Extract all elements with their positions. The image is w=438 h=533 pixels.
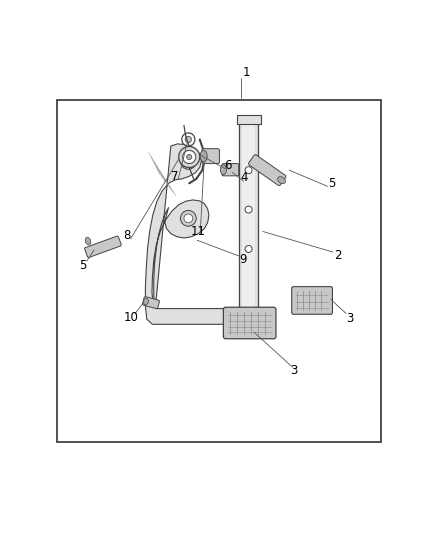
Circle shape bbox=[182, 133, 195, 146]
Text: 3: 3 bbox=[346, 312, 353, 325]
Text: 5: 5 bbox=[328, 177, 335, 190]
Circle shape bbox=[183, 150, 196, 164]
Circle shape bbox=[180, 211, 196, 226]
Circle shape bbox=[180, 154, 196, 169]
FancyBboxPatch shape bbox=[292, 287, 332, 314]
Text: 5: 5 bbox=[80, 259, 87, 272]
Text: 7: 7 bbox=[171, 170, 179, 183]
Text: 4: 4 bbox=[240, 171, 248, 184]
Circle shape bbox=[184, 157, 193, 166]
Circle shape bbox=[187, 155, 192, 159]
Bar bbox=[239, 118, 258, 319]
Ellipse shape bbox=[200, 150, 207, 162]
Bar bbox=[237, 317, 261, 326]
Text: 11: 11 bbox=[191, 225, 206, 238]
Circle shape bbox=[185, 136, 191, 142]
Circle shape bbox=[245, 167, 252, 174]
FancyBboxPatch shape bbox=[248, 155, 286, 185]
Bar bbox=[57, 100, 381, 442]
Bar bbox=[242, 122, 255, 314]
Polygon shape bbox=[145, 144, 251, 324]
Text: 10: 10 bbox=[124, 311, 139, 324]
Text: 2: 2 bbox=[334, 249, 342, 262]
Text: 9: 9 bbox=[239, 253, 247, 266]
FancyBboxPatch shape bbox=[202, 149, 219, 164]
Ellipse shape bbox=[220, 165, 226, 174]
FancyBboxPatch shape bbox=[223, 307, 276, 339]
FancyBboxPatch shape bbox=[85, 236, 121, 257]
Ellipse shape bbox=[278, 176, 286, 184]
Text: 8: 8 bbox=[124, 229, 131, 243]
Ellipse shape bbox=[143, 298, 148, 304]
Text: 1: 1 bbox=[242, 67, 250, 79]
Ellipse shape bbox=[85, 237, 91, 245]
FancyBboxPatch shape bbox=[222, 164, 239, 176]
Circle shape bbox=[245, 246, 252, 253]
Circle shape bbox=[184, 214, 193, 223]
Text: 6: 6 bbox=[224, 159, 232, 172]
Text: 3: 3 bbox=[291, 364, 298, 377]
Bar bbox=[237, 115, 261, 124]
FancyBboxPatch shape bbox=[142, 297, 159, 309]
Circle shape bbox=[179, 147, 200, 167]
Circle shape bbox=[245, 206, 252, 213]
